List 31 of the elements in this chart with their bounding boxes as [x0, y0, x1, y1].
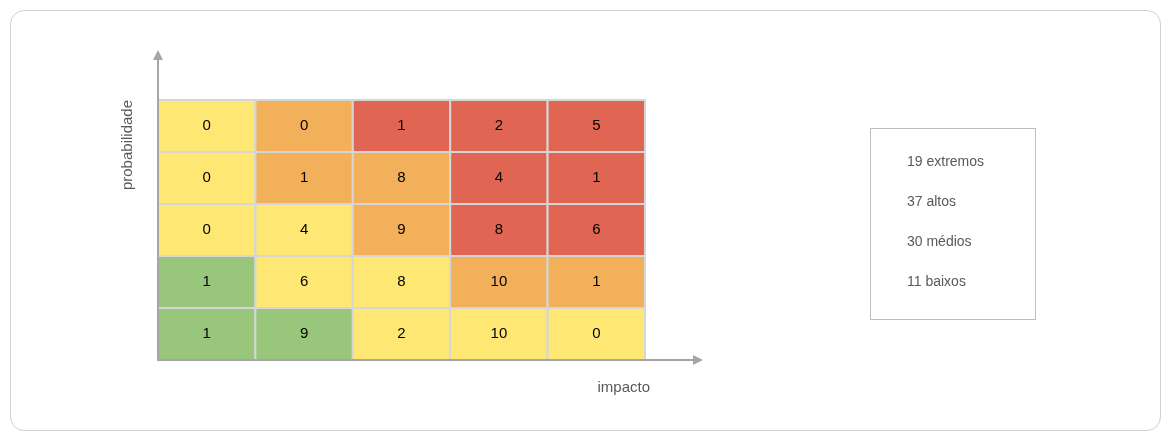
data-label: 0 [202, 220, 211, 238]
data-label: 4 [494, 168, 504, 186]
data-label: 8 [397, 168, 406, 186]
data-label: 1 [202, 324, 211, 342]
data-label: 5 [592, 116, 601, 134]
data-label: 10 [490, 324, 508, 342]
data-label: 9 [299, 324, 309, 342]
data-label: 0 [299, 116, 309, 134]
data-label: 8 [397, 272, 406, 290]
data-label: 9 [397, 220, 406, 238]
data-label: 6 [592, 220, 601, 238]
text: 30 médios [907, 232, 973, 251]
text: 37 altos [907, 192, 958, 211]
data-label: 1 [592, 272, 601, 290]
data-label: 1 [592, 168, 601, 186]
y-axis-title: probabilidade [118, 100, 136, 191]
data-label: 4 [299, 220, 309, 238]
data-label: 0 [202, 168, 211, 186]
data-label: 10 [490, 272, 508, 290]
text: 19 extremos [907, 152, 986, 171]
data-label: 1 [299, 168, 309, 186]
data-label: 6 [299, 272, 309, 290]
data-label: 1 [202, 272, 211, 290]
data-label: 2 [397, 324, 406, 342]
text: 11 baixos [907, 272, 967, 291]
data-label: 2 [494, 116, 504, 134]
data-label: 0 [592, 324, 601, 342]
data-label: 0 [202, 116, 211, 134]
x-axis-title: impacto [597, 378, 650, 396]
data-label: 1 [397, 116, 406, 134]
data-label: 8 [494, 220, 504, 238]
